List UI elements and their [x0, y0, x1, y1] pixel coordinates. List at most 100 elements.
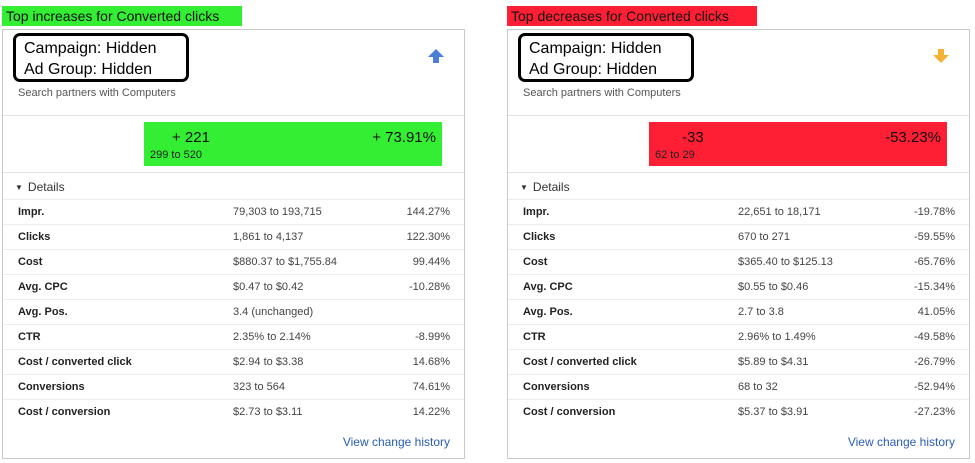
absolute-change: -33: [682, 129, 704, 146]
metric-name: Conversions: [18, 381, 85, 393]
metric-range: 2.7 to 3.8: [738, 306, 784, 318]
metric-name: Clicks: [523, 231, 556, 243]
decreases-heading: Top decreases for Converted clicks: [507, 6, 757, 26]
table-row: Conversions 68 to 32 -52.94%: [508, 374, 969, 399]
metric-percent: -52.94%: [914, 381, 955, 393]
metric-range: $2.94 to $3.38: [233, 356, 304, 368]
table-row: Impr. 79,303 to 193,715 144.27%: [3, 199, 464, 224]
metric-range: 1,861 to 4,137: [233, 231, 304, 243]
increases-heading: Top increases for Converted clicks: [2, 6, 242, 26]
metric-range: 68 to 32: [738, 381, 778, 393]
table-row: Cost $880.37 to $1,755.84 99.44%: [3, 249, 464, 274]
metric-percent: -49.58%: [914, 331, 955, 343]
metric-percent: -15.34%: [914, 281, 955, 293]
metric-range: 670 to 271: [738, 231, 790, 243]
details-toggle[interactable]: ▼ Details: [520, 180, 570, 194]
metric-range: $5.37 to $3.91: [738, 406, 809, 418]
caret-down-icon: ▼: [15, 183, 23, 192]
metric-range: 3.4 (unchanged): [233, 306, 314, 318]
percent-change: -53.23%: [885, 129, 941, 146]
decreases-card: Campaign: Hidden Ad Group: Hidden Search…: [507, 29, 970, 459]
entity-name-box: Campaign: Hidden Ad Group: Hidden: [518, 33, 694, 82]
metric-percent: 14.22%: [412, 406, 450, 418]
view-change-history-link[interactable]: View change history: [847, 435, 955, 449]
metric-percent: 99.44%: [412, 256, 450, 268]
metric-name: Avg. Pos.: [523, 306, 573, 318]
caret-down-icon: ▼: [520, 183, 528, 192]
metric-name: Cost: [523, 256, 548, 268]
entity-header: Campaign: Hidden Ad Group: Hidden Search…: [3, 30, 464, 115]
metric-name: Cost / conversion: [18, 406, 111, 418]
network-label: Search partners with Computers: [18, 87, 176, 99]
metric-percent: 41.05%: [917, 306, 955, 318]
down-arrow-icon: [933, 49, 949, 63]
metric-range: $5.89 to $4.31: [738, 356, 809, 368]
metric-name: Impr.: [523, 206, 550, 218]
metric-percent: 144.27%: [406, 206, 450, 218]
table-row: Conversions 323 to 564 74.61%: [3, 374, 464, 399]
metric-name: Avg. CPC: [523, 281, 573, 293]
metric-percent: 74.61%: [412, 381, 450, 393]
metric-range: $0.47 to $0.42: [233, 281, 304, 293]
absolute-change: + 221: [172, 129, 210, 146]
table-row: CTR 2.96% to 1.49% -49.58%: [508, 324, 969, 349]
metric-name: Impr.: [18, 206, 45, 218]
table-row: Clicks 670 to 271 -59.55%: [508, 224, 969, 249]
decreases-panel: Top decreases for Converted clicks Campa…: [507, 0, 970, 463]
table-row: Avg. Pos. 2.7 to 3.8 41.05%: [508, 299, 969, 324]
metric-percent: -27.23%: [914, 406, 955, 418]
change-highlight: -33 62 to 29 -53.23%: [649, 122, 947, 166]
table-row: CTR 2.35% to 2.14% -8.99%: [3, 324, 464, 349]
metric-name: Cost / converted click: [18, 356, 132, 368]
metric-name: CTR: [523, 331, 546, 343]
table-row: Cost / converted click $5.89 to $4.31 -2…: [508, 349, 969, 374]
change-range: 62 to 29: [655, 149, 695, 161]
increases-panel: Top increases for Converted clicks Campa…: [2, 0, 465, 463]
table-row: Avg. Pos. 3.4 (unchanged): [3, 299, 464, 324]
metric-name: Conversions: [523, 381, 590, 393]
table-row: Impr. 22,651 to 18,171 -19.78%: [508, 199, 969, 224]
view-change-history-link[interactable]: View change history: [342, 435, 450, 449]
metric-name: Cost / converted click: [523, 356, 637, 368]
metric-range: 323 to 564: [233, 381, 285, 393]
table-row: Cost / conversion $5.37 to $3.91 -27.23%: [508, 399, 969, 424]
metric-name: CTR: [18, 331, 41, 343]
ad-group-label: Ad Group: Hidden: [24, 61, 153, 78]
details-label: Details: [27, 180, 65, 194]
table-row: Cost / converted click $2.94 to $3.38 14…: [3, 349, 464, 374]
metric-percent: 14.68%: [412, 356, 450, 368]
metric-percent: -26.79%: [914, 356, 955, 368]
metric-range: 2.35% to 2.14%: [233, 331, 311, 343]
table-row: Cost $365.40 to $125.13 -65.76%: [508, 249, 969, 274]
campaign-label: Campaign: Hidden: [24, 40, 157, 57]
up-arrow-icon: [428, 49, 444, 63]
metric-range: $880.37 to $1,755.84: [233, 256, 337, 268]
details-toggle[interactable]: ▼ Details: [15, 180, 65, 194]
metric-name: Clicks: [18, 231, 51, 243]
percent-change: + 73.91%: [372, 129, 436, 146]
metric-percent: -10.28%: [409, 281, 450, 293]
primary-metric-strip: + 221 299 to 520 + 73.91%: [3, 115, 464, 173]
metric-range: 22,651 to 18,171: [738, 206, 821, 218]
entity-name-box: Campaign: Hidden Ad Group: Hidden: [13, 33, 189, 82]
entity-header: Campaign: Hidden Ad Group: Hidden Search…: [508, 30, 969, 115]
metric-percent: 122.30%: [406, 231, 450, 243]
increases-card: Campaign: Hidden Ad Group: Hidden Search…: [2, 29, 465, 459]
campaign-label: Campaign: Hidden: [529, 40, 662, 57]
metric-range: $2.73 to $3.11: [233, 406, 303, 418]
change-highlight: + 221 299 to 520 + 73.91%: [144, 122, 442, 166]
table-row: Avg. CPC $0.55 to $0.46 -15.34%: [508, 274, 969, 299]
table-row: Avg. CPC $0.47 to $0.42 -10.28%: [3, 274, 464, 299]
ad-group-label: Ad Group: Hidden: [529, 61, 658, 78]
metric-name: Cost / conversion: [523, 406, 616, 418]
metric-percent: -19.78%: [914, 206, 955, 218]
metric-percent: -59.55%: [914, 231, 955, 243]
change-range: 299 to 520: [150, 149, 202, 161]
metric-name: Avg. CPC: [18, 281, 68, 293]
metric-name: Cost: [18, 256, 43, 268]
table-row: Cost / conversion $2.73 to $3.11 14.22%: [3, 399, 464, 424]
details-label: Details: [532, 180, 570, 194]
metric-name: Avg. Pos.: [18, 306, 68, 318]
metric-range: $365.40 to $125.13: [738, 256, 833, 268]
metric-percent: -8.99%: [415, 331, 450, 343]
